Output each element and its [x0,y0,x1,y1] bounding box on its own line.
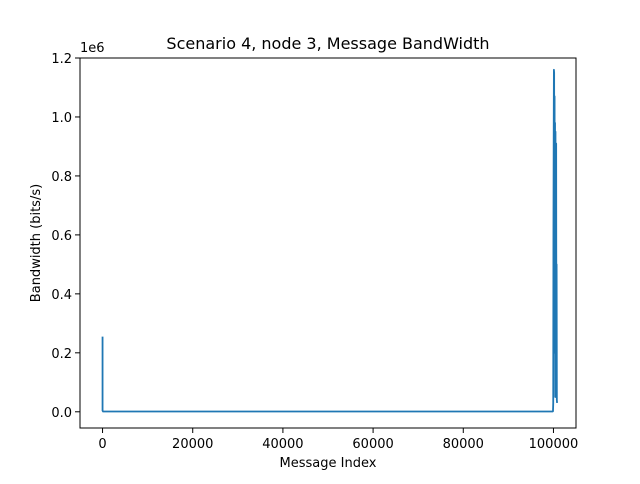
y-axis-label: Bandwidth (bits/s) [29,184,44,302]
y-offset-label: 1e6 [80,41,105,56]
y-tick-label: 0.8 [51,170,72,185]
y-tick-label: 0.2 [51,347,72,362]
x-tick-label: 80000 [443,437,484,452]
x-tick-label: 20000 [172,437,213,452]
y-tick-label: 0.6 [51,229,72,244]
chart-title: Scenario 4, node 3, Message BandWidth [166,34,489,53]
y-tick-label: 0.4 [51,288,72,303]
y-tick-label: 0.0 [51,406,72,421]
y-tick-label: 1.2 [51,52,72,67]
x-tick-label: 100000 [529,437,579,452]
series-line-0 [101,68,558,413]
x-tick-label: 0 [98,437,106,452]
x-axis-label: Message Index [280,456,377,471]
axis-ticks: 0 20000 40000 60000 80000 100000 0.0 0.2 0.4 0.6 0… [51,52,578,452]
x-tick-label: 60000 [352,437,393,452]
y-tick-label: 1.0 [51,111,72,126]
x-tick-label: 40000 [262,437,303,452]
plot-series [101,68,558,413]
plot-frame [79,57,577,429]
